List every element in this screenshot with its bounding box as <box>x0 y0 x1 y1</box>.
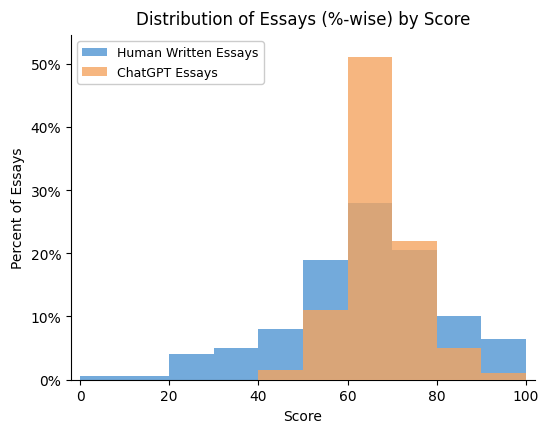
Bar <box>482 339 526 380</box>
Bar <box>392 250 437 380</box>
X-axis label: Score: Score <box>284 409 322 423</box>
Bar <box>303 260 348 380</box>
Bar <box>437 348 482 380</box>
Bar <box>437 317 482 380</box>
Bar <box>348 203 392 380</box>
Bar <box>258 329 303 380</box>
Y-axis label: Percent of Essays: Percent of Essays <box>11 147 25 269</box>
Bar <box>258 370 303 380</box>
Bar <box>482 373 526 380</box>
Title: Distribution of Essays (%-wise) by Score: Distribution of Essays (%-wise) by Score <box>136 11 470 29</box>
Bar <box>169 355 214 380</box>
Legend: Human Written Essays, ChatGPT Essays: Human Written Essays, ChatGPT Essays <box>77 43 264 85</box>
Bar <box>80 377 125 380</box>
Bar <box>125 377 169 380</box>
Bar <box>392 241 437 380</box>
Bar <box>303 310 348 380</box>
Bar <box>214 348 258 380</box>
Bar <box>348 58 392 380</box>
